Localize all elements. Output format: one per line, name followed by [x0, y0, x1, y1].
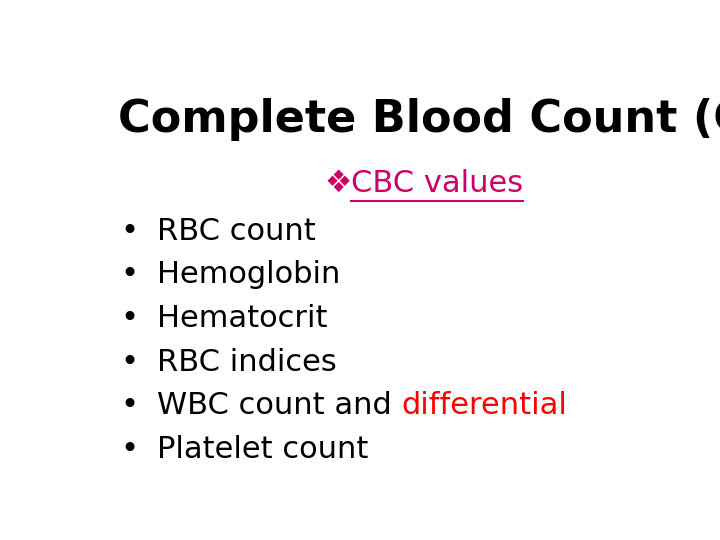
Text: •: • [120, 391, 138, 420]
Text: Complete Blood Count (CBC): Complete Blood Count (CBC) [118, 98, 720, 141]
Text: ❖: ❖ [324, 168, 352, 198]
Text: •: • [120, 217, 138, 246]
Text: •: • [120, 260, 138, 289]
Text: •: • [120, 348, 138, 376]
Text: •: • [120, 435, 138, 464]
Text: Hematocrit: Hematocrit [157, 304, 328, 333]
Text: Platelet count: Platelet count [157, 435, 369, 464]
Text: RBC count: RBC count [157, 217, 315, 246]
Text: CBC values: CBC values [351, 168, 523, 198]
Text: RBC indices: RBC indices [157, 348, 337, 376]
Text: WBC count and: WBC count and [157, 391, 402, 420]
Text: Hemoglobin: Hemoglobin [157, 260, 341, 289]
Text: •: • [120, 304, 138, 333]
Text: differential: differential [402, 391, 567, 420]
